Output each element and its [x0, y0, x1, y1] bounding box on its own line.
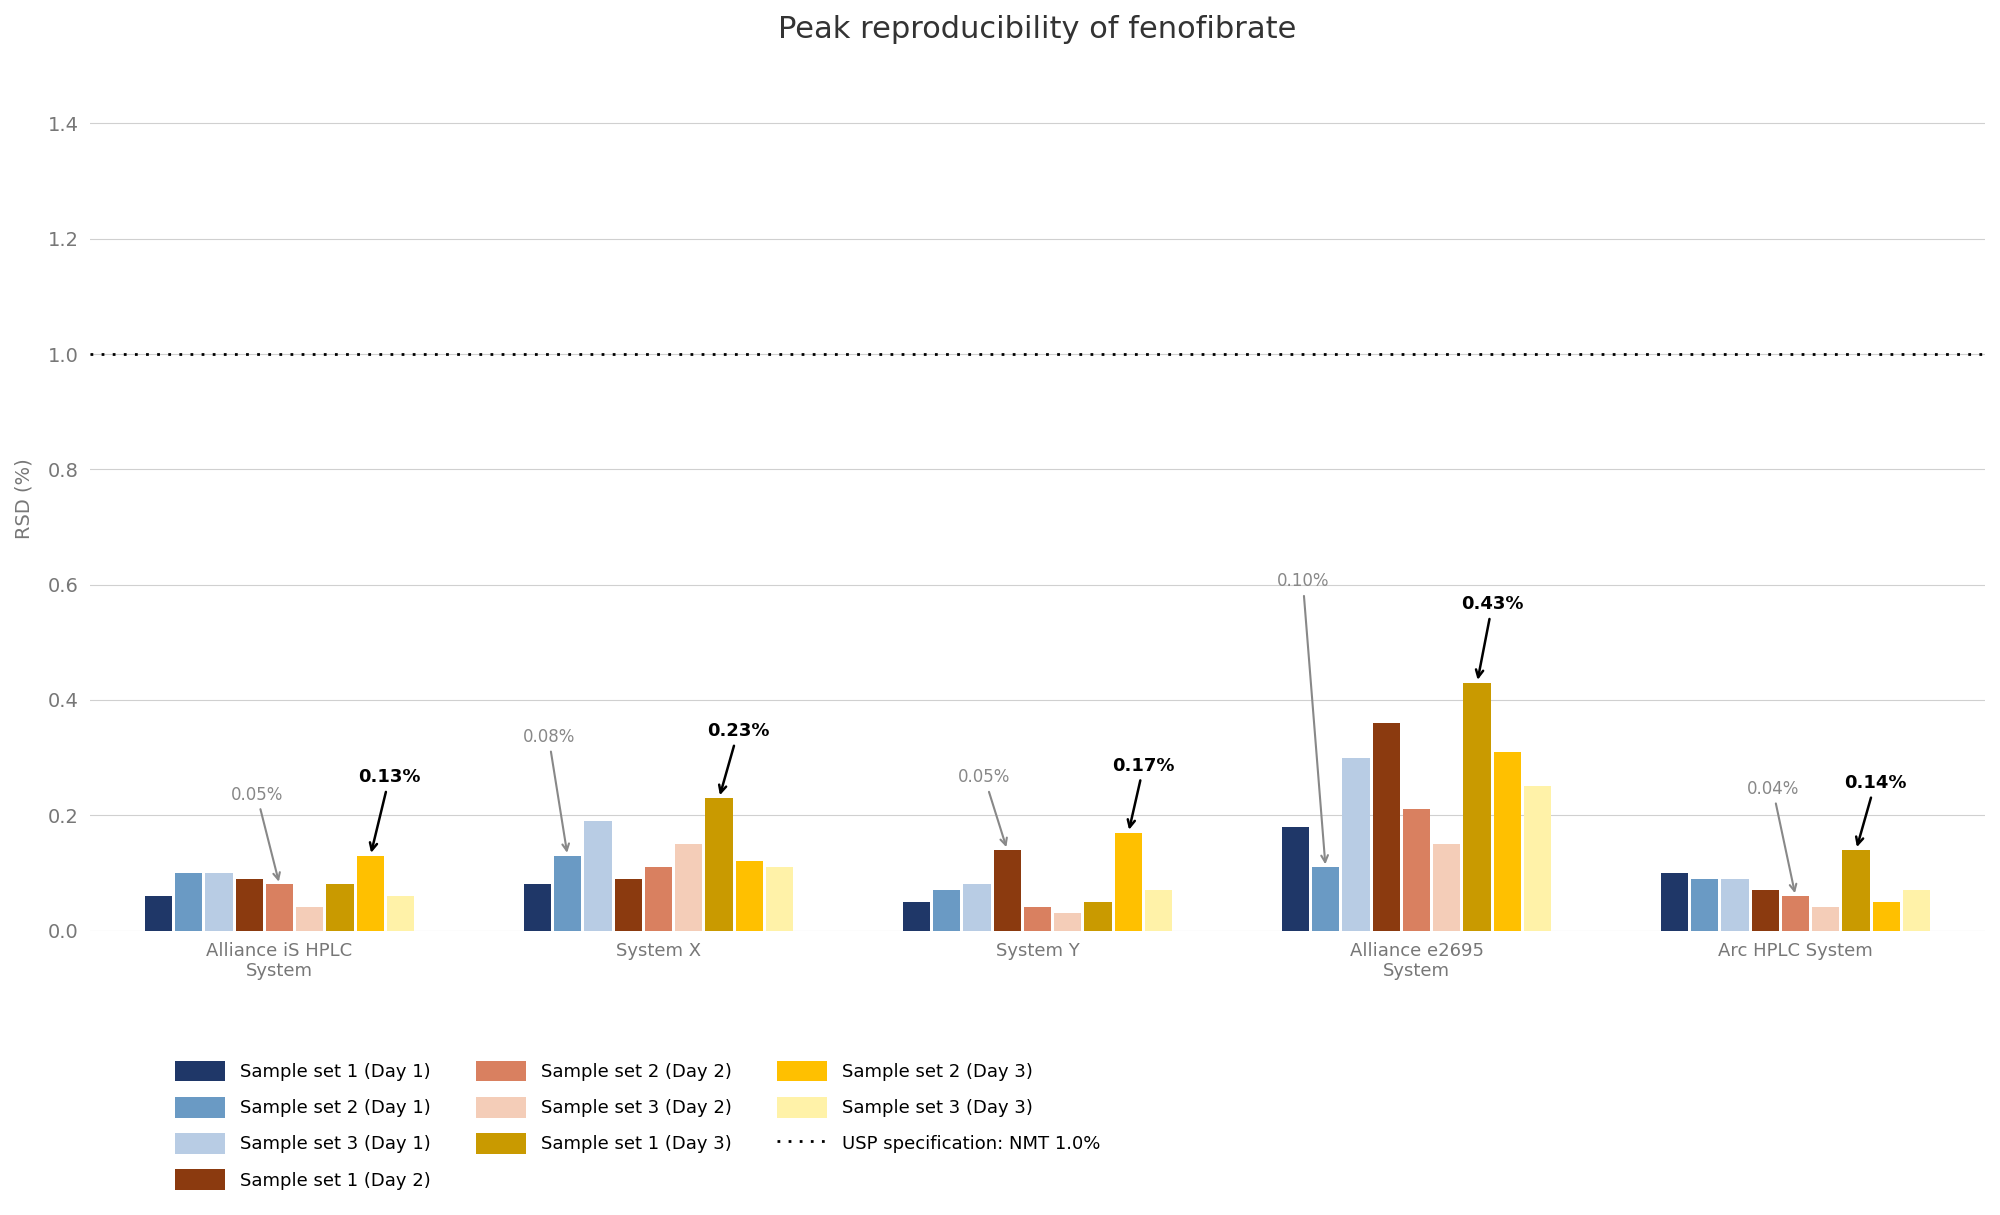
Bar: [584, 821, 612, 931]
Text: 0.05%: 0.05%: [958, 768, 1010, 844]
Bar: [964, 885, 990, 931]
Bar: [1752, 891, 1778, 931]
Bar: [356, 855, 384, 931]
Bar: [1434, 844, 1460, 931]
Bar: [1812, 908, 1840, 931]
Bar: [932, 891, 960, 931]
Bar: [1494, 752, 1522, 931]
Bar: [296, 908, 324, 931]
Bar: [1054, 914, 1082, 931]
Text: 0.17%: 0.17%: [1112, 757, 1174, 827]
Bar: [1372, 723, 1400, 931]
Title: Peak reproducibility of fenofibrate: Peak reproducibility of fenofibrate: [778, 15, 1296, 44]
Bar: [1660, 872, 1688, 931]
Text: 0.10%: 0.10%: [1276, 572, 1330, 861]
Text: 0.04%: 0.04%: [1746, 780, 1798, 891]
Bar: [1402, 809, 1430, 931]
Bar: [766, 868, 794, 931]
Bar: [1872, 902, 1900, 931]
Legend: Sample set 1 (Day 1), Sample set 2 (Day 1), Sample set 3 (Day 1), Sample set 1 (: Sample set 1 (Day 1), Sample set 2 (Day …: [174, 1061, 1100, 1189]
Bar: [1114, 832, 1142, 931]
Bar: [1904, 891, 1930, 931]
Bar: [326, 885, 354, 931]
Bar: [614, 878, 642, 931]
Bar: [1024, 908, 1052, 931]
Bar: [1722, 878, 1748, 931]
Bar: [1524, 786, 1552, 931]
Bar: [1282, 826, 1308, 931]
Bar: [236, 878, 262, 931]
Bar: [266, 885, 294, 931]
Bar: [676, 844, 702, 931]
Y-axis label: RSD (%): RSD (%): [14, 458, 34, 538]
Bar: [206, 872, 232, 931]
Text: 0.14%: 0.14%: [1844, 774, 1906, 844]
Text: 0.43%: 0.43%: [1462, 595, 1524, 677]
Bar: [554, 855, 582, 931]
Bar: [902, 902, 930, 931]
Bar: [736, 861, 764, 931]
Bar: [524, 885, 550, 931]
Text: 0.23%: 0.23%: [706, 722, 770, 792]
Bar: [1782, 895, 1810, 931]
Text: 0.13%: 0.13%: [358, 768, 420, 850]
Bar: [644, 868, 672, 931]
Bar: [144, 895, 172, 931]
Bar: [1084, 902, 1112, 931]
Text: 0.05%: 0.05%: [230, 786, 282, 880]
Bar: [1464, 683, 1490, 931]
Bar: [174, 872, 202, 931]
Bar: [1842, 849, 1870, 931]
Bar: [706, 798, 732, 931]
Bar: [1312, 868, 1340, 931]
Bar: [1146, 891, 1172, 931]
Text: 0.08%: 0.08%: [522, 728, 574, 850]
Bar: [1690, 878, 1718, 931]
Bar: [1342, 758, 1370, 931]
Bar: [994, 849, 1020, 931]
Bar: [388, 895, 414, 931]
